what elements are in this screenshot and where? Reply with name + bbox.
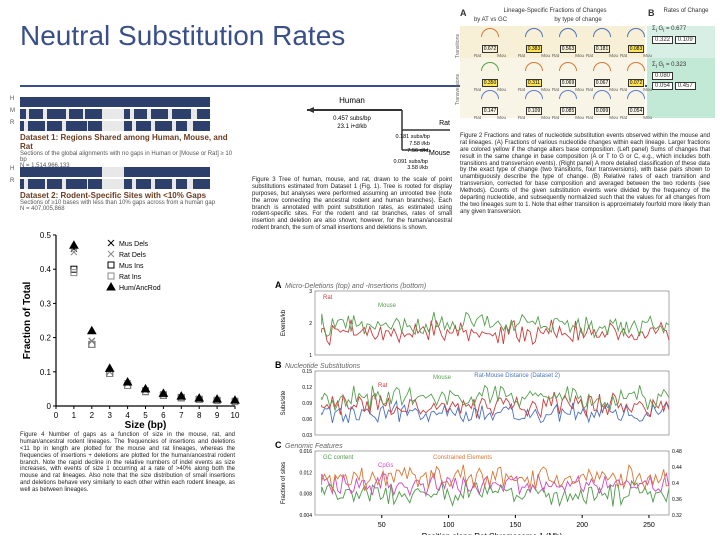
dataset2: H R Dataset 2: Rodent-Specific Sites wit… bbox=[20, 165, 240, 212]
svg-text:7.58 i/kb: 7.58 i/kb bbox=[409, 141, 430, 147]
fig2: A Lineage-Specific Fractions of Changes … bbox=[460, 8, 715, 268]
svg-text:0.5: 0.5 bbox=[40, 231, 52, 240]
svg-text:0.09: 0.09 bbox=[302, 401, 312, 407]
svg-text:0.008: 0.008 bbox=[299, 492, 312, 498]
svg-text:0.012: 0.012 bbox=[299, 470, 312, 476]
svg-text:CpGs: CpGs bbox=[378, 463, 393, 469]
svg-text:4: 4 bbox=[125, 411, 130, 420]
svg-text:0.15: 0.15 bbox=[302, 369, 312, 375]
svg-text:Rat Dels: Rat Dels bbox=[119, 252, 146, 259]
svg-text:Rat Ins: Rat Ins bbox=[119, 274, 142, 281]
svg-text:Rat: Rat bbox=[323, 295, 333, 301]
svg-text:Mus Ins: Mus Ins bbox=[119, 263, 144, 270]
svg-text:C: C bbox=[275, 440, 282, 450]
fig5-tracks: AMicro-Deletions (top) and -Insertions (… bbox=[275, 275, 705, 535]
svg-text:Micro-Deletions (top) and -Ins: Micro-Deletions (top) and -Insertions (b… bbox=[285, 283, 426, 290]
fig2-caption: Figure 2 Fractions and rates of nucleoti… bbox=[460, 133, 710, 216]
svg-text:Events/kb: Events/kb bbox=[281, 309, 287, 336]
svg-text:50: 50 bbox=[378, 522, 386, 529]
svg-text:100: 100 bbox=[443, 522, 455, 529]
svg-text:10: 10 bbox=[231, 411, 240, 420]
svg-text:Constrained Elements: Constrained Elements bbox=[433, 455, 492, 461]
fig4: 0 1 2 3 4 5 6 7 8 9 10 0 0.1 0.2 0.3 0.4 0.5 Size (bp) Fra… bbox=[20, 230, 240, 494]
svg-text:1: 1 bbox=[309, 353, 312, 359]
svg-text:0.457 subs/bp: 0.457 subs/bp bbox=[333, 116, 371, 122]
svg-text:0.03: 0.03 bbox=[302, 433, 312, 439]
svg-text:0.016: 0.016 bbox=[299, 449, 312, 455]
page-title: Neutral Substitution Rates bbox=[20, 20, 345, 52]
svg-text:0: 0 bbox=[54, 411, 59, 420]
svg-text:Size (bp): Size (bp) bbox=[125, 420, 167, 430]
svg-text:8: 8 bbox=[197, 411, 202, 420]
svg-text:5: 5 bbox=[143, 411, 148, 420]
svg-text:0.181 subs/bp: 0.181 subs/bp bbox=[395, 134, 430, 140]
svg-text:9: 9 bbox=[215, 411, 220, 420]
svg-text:Mouse: Mouse bbox=[429, 150, 450, 157]
svg-text:3: 3 bbox=[309, 289, 312, 295]
svg-text:2: 2 bbox=[309, 321, 312, 327]
svg-text:Rat: Rat bbox=[439, 120, 450, 127]
svg-text:Subs/site: Subs/site bbox=[281, 390, 287, 415]
svg-text:250: 250 bbox=[643, 522, 655, 529]
svg-text:0.3: 0.3 bbox=[40, 299, 52, 308]
dataset1: H M R Dataset 1: Regions Shared among Hu… bbox=[20, 95, 240, 169]
svg-text:3.58 i/kb: 3.58 i/kb bbox=[407, 165, 428, 171]
fig3: Human 0.457 subs/bp 23.1 i+d/kb Rat 0.18… bbox=[252, 95, 452, 232]
svg-text:1: 1 bbox=[72, 411, 77, 420]
svg-text:0.32: 0.32 bbox=[672, 513, 682, 519]
fig3-tree: Human 0.457 subs/bp 23.1 i+d/kb Rat 0.18… bbox=[252, 95, 452, 175]
svg-text:6: 6 bbox=[161, 411, 166, 420]
svg-text:0.12: 0.12 bbox=[302, 385, 312, 391]
svg-text:0.06: 0.06 bbox=[302, 417, 312, 423]
svg-text:3: 3 bbox=[107, 411, 112, 420]
fig5: AMicro-Deletions (top) and -Insertions (… bbox=[275, 275, 705, 535]
fig4-chart: 0 1 2 3 4 5 6 7 8 9 10 0 0.1 0.2 0.3 0.4 0.5 Size (bp) Fra… bbox=[20, 230, 240, 430]
svg-text:Rat-Mouse Distance (Dataset 2): Rat-Mouse Distance (Dataset 2) bbox=[474, 373, 560, 379]
svg-text:Fraction of Total: Fraction of Total bbox=[22, 281, 33, 359]
svg-text:Mouse: Mouse bbox=[378, 303, 397, 309]
svg-text:0.2: 0.2 bbox=[40, 334, 52, 343]
svg-text:B: B bbox=[275, 360, 282, 370]
svg-text:0: 0 bbox=[47, 402, 52, 411]
svg-text:Genomic Features: Genomic Features bbox=[285, 443, 343, 450]
svg-text:7: 7 bbox=[179, 411, 184, 420]
svg-text:Mouse: Mouse bbox=[433, 375, 452, 381]
svg-text:0.1: 0.1 bbox=[40, 368, 52, 377]
svg-text:0.004: 0.004 bbox=[299, 513, 312, 519]
fig4-caption: Figure 4 Number of gaps as a function of… bbox=[20, 432, 235, 494]
svg-text:200: 200 bbox=[576, 522, 588, 529]
fig3-caption: Figure 3 Tree of human, mouse, and rat, … bbox=[252, 177, 452, 232]
svg-text:0.36: 0.36 bbox=[672, 497, 682, 503]
svg-text:Position along Rat Chromosome: Position along Rat Chromosome 1 (Mb) bbox=[422, 532, 563, 535]
svg-text:A: A bbox=[275, 280, 282, 290]
svg-text:0.4: 0.4 bbox=[672, 481, 679, 487]
svg-text:0.4: 0.4 bbox=[40, 265, 52, 274]
svg-text:0.44: 0.44 bbox=[672, 465, 682, 471]
svg-text:Rat: Rat bbox=[378, 383, 388, 389]
svg-text:0.48: 0.48 bbox=[672, 449, 682, 455]
svg-text:Nucleotide Substitutions: Nucleotide Substitutions bbox=[285, 363, 361, 370]
svg-text:Hum/AncRod: Hum/AncRod bbox=[119, 285, 161, 292]
svg-text:7.56 d/kb: 7.56 d/kb bbox=[407, 148, 430, 154]
svg-text:23.1 i+d/kb: 23.1 i+d/kb bbox=[337, 124, 367, 130]
svg-text:150: 150 bbox=[510, 522, 522, 529]
svg-text:Mus Dels: Mus Dels bbox=[119, 241, 149, 248]
svg-text:2: 2 bbox=[90, 411, 95, 420]
svg-text:Human: Human bbox=[339, 96, 365, 105]
svg-text:Fraction of sites: Fraction of sites bbox=[281, 462, 287, 504]
svg-text:GC content: GC content bbox=[323, 455, 354, 461]
